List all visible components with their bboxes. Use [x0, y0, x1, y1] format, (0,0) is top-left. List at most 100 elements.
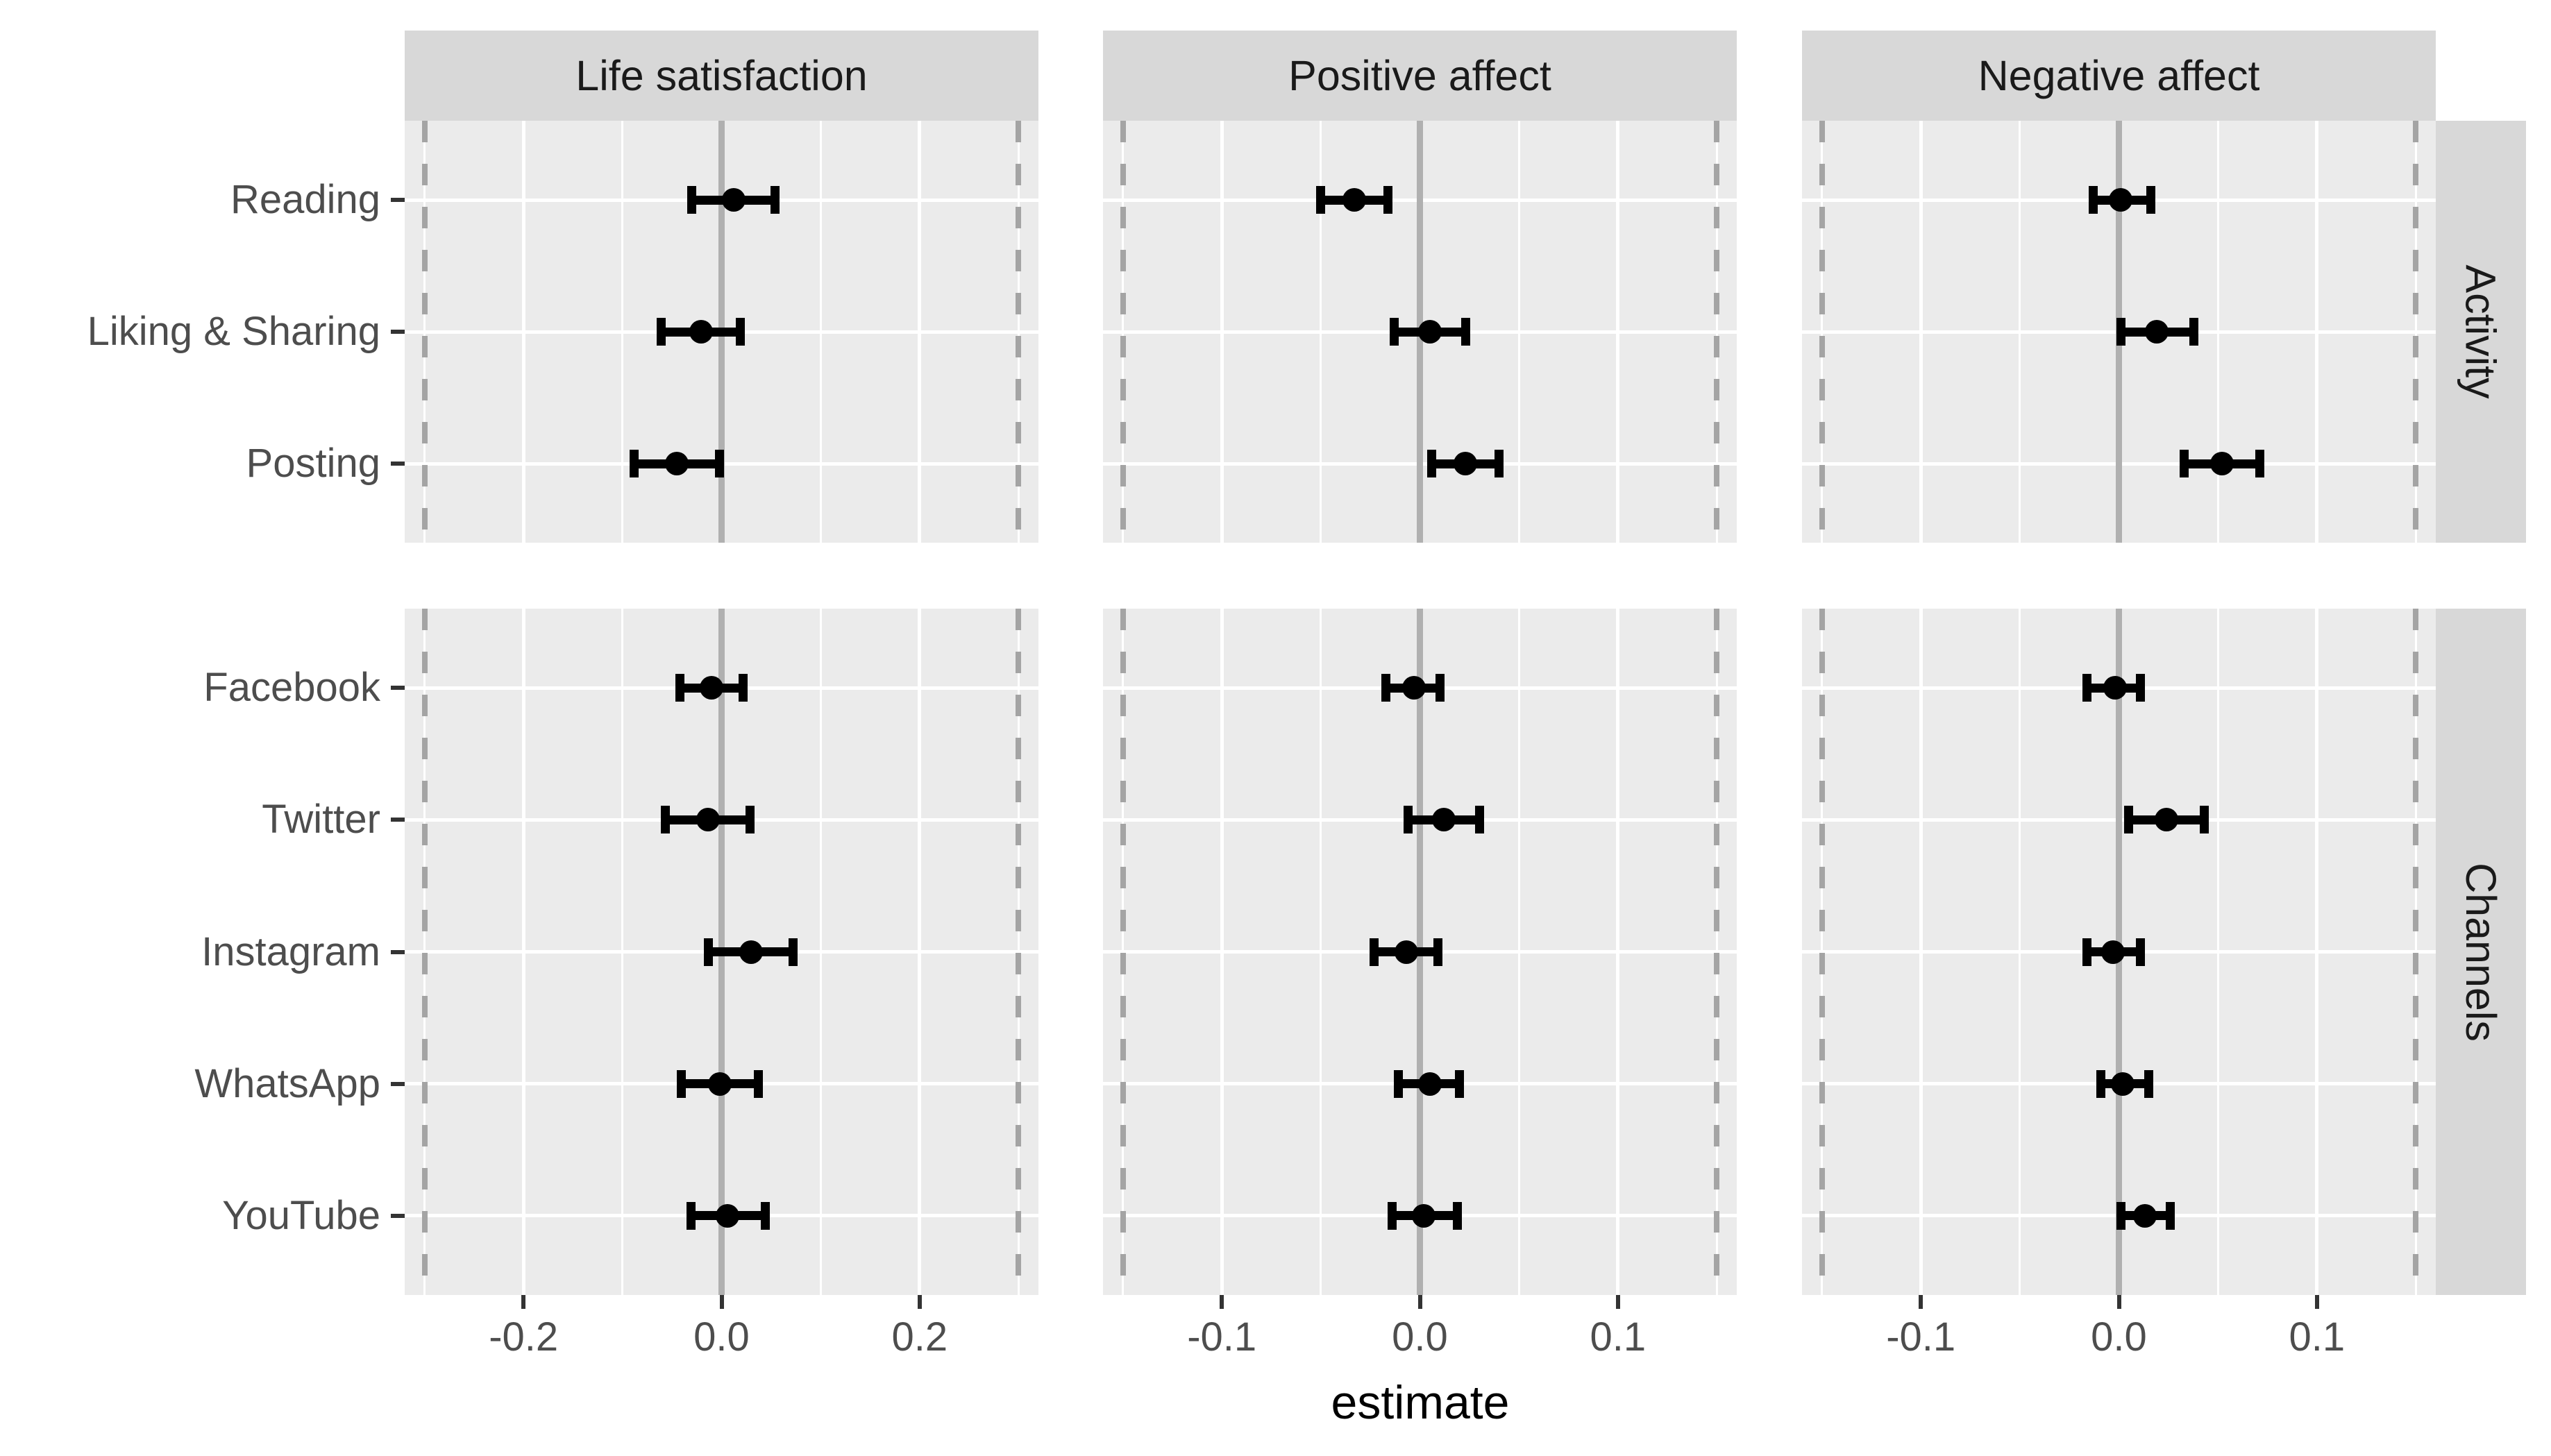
x-tick: [1919, 1295, 1923, 1309]
dashed-ref-line: [1120, 121, 1126, 543]
x-tick: [2116, 1295, 2121, 1309]
error-bar-cap: [771, 186, 780, 214]
facet-strip-top-label: Negative affect: [1978, 52, 2260, 99]
dashed-ref-line: [1819, 609, 1825, 1295]
x-tick-label: -0.1: [1886, 1314, 1956, 1360]
x-tick-label: 0.2: [891, 1314, 948, 1360]
x-axis-title: estimate: [1331, 1376, 1510, 1429]
category-label: Reading: [230, 177, 380, 222]
error-bar-cap: [2199, 806, 2209, 834]
point-marker: [1417, 320, 1442, 344]
error-bar-cap: [788, 938, 798, 966]
x-tick-label: -0.1: [1187, 1314, 1257, 1360]
facet-strip-top: Life satisfaction: [405, 31, 1038, 121]
facet-strip-top: Positive affect: [1103, 31, 1737, 121]
dashed-ref-line: [421, 121, 428, 543]
y-tick: [391, 462, 405, 466]
category-label: Twitter: [262, 797, 380, 843]
error-bar-cap: [2096, 1069, 2106, 1098]
error-bar-cap: [1433, 938, 1442, 966]
facet-strip-top-label: Positive affect: [1288, 52, 1551, 99]
error-bar-cap: [1383, 186, 1393, 214]
point-marker: [2132, 1203, 2157, 1228]
error-bar-cap: [676, 1069, 686, 1098]
error-bar-cap: [2082, 938, 2092, 966]
error-bar-cap: [2180, 450, 2189, 477]
x-tick: [917, 1295, 922, 1309]
category-label: Posting: [246, 441, 380, 486]
error-bar-cap: [1316, 186, 1326, 214]
error-bar-cap: [1388, 1201, 1397, 1230]
error-bar-cap: [2082, 674, 2092, 702]
facet-strip-right-label: Channels: [2457, 862, 2505, 1042]
point-marker: [721, 188, 746, 212]
error-bar-cap: [2255, 450, 2264, 477]
y-tick: [391, 1213, 405, 1218]
error-bar-cap: [2136, 938, 2146, 966]
x-tick-label: 0.1: [1590, 1314, 1647, 1360]
point-marker: [665, 452, 689, 475]
point-marker: [707, 1072, 732, 1096]
x-tick: [521, 1295, 526, 1309]
point-marker: [1412, 1203, 1436, 1228]
point-marker: [2100, 940, 2125, 964]
error-bar-cap: [1381, 674, 1391, 702]
dashed-ref-line: [2413, 609, 2419, 1295]
facet-strip-top-label: Life satisfaction: [575, 52, 868, 99]
dashed-ref-line: [1819, 121, 1825, 543]
x-tick: [1220, 1295, 1224, 1309]
category-label: Liking & Sharing: [87, 309, 380, 354]
point-marker: [689, 320, 713, 344]
point-marker: [696, 808, 720, 832]
y-tick: [391, 198, 405, 202]
error-bar-cap: [1389, 318, 1399, 346]
x-tick: [1417, 1295, 1422, 1309]
category-label: Facebook: [203, 665, 380, 711]
category-label: YouTube: [222, 1192, 380, 1238]
error-bar-cap: [1455, 1069, 1465, 1098]
error-bar-cap: [1495, 450, 1504, 477]
x-tick-label: 0.0: [1392, 1314, 1448, 1360]
point-marker: [2109, 188, 2133, 212]
error-bar-cap: [1427, 450, 1437, 477]
dashed-ref-line: [421, 609, 428, 1295]
error-bar-cap: [2116, 1201, 2125, 1230]
error-bar-cap: [2189, 318, 2199, 346]
x-tick: [2314, 1295, 2319, 1309]
dashed-ref-line: [2413, 121, 2419, 543]
facet-strip-right-label: Activity: [2457, 264, 2504, 399]
error-bar-cap: [1370, 938, 1379, 966]
x-tick: [1615, 1295, 1620, 1309]
error-bar-cap: [656, 318, 666, 346]
point-marker: [1401, 676, 1426, 700]
error-bar-cap: [1435, 674, 1445, 702]
point-marker: [739, 940, 764, 964]
error-bar-cap: [1453, 1201, 1463, 1230]
error-bar-cap: [2166, 1201, 2175, 1230]
y-tick: [391, 686, 405, 691]
error-bar-cap: [687, 186, 697, 214]
y-tick: [391, 1081, 405, 1086]
y-tick: [391, 949, 405, 954]
category-label: WhatsApp: [194, 1060, 380, 1106]
error-bar-cap: [1474, 806, 1484, 834]
error-bar-cap: [753, 1069, 763, 1098]
dashed-ref-line: [1714, 121, 1720, 543]
y-tick: [391, 330, 405, 334]
point-marker: [1454, 452, 1478, 475]
y-tick: [391, 818, 405, 822]
x-tick-label: -0.2: [489, 1314, 559, 1360]
error-bar-cap: [1393, 1069, 1403, 1098]
error-bar-cap: [2136, 674, 2146, 702]
point-marker: [1342, 188, 1367, 212]
x-tick-label: 0.0: [693, 1314, 750, 1360]
point-marker: [1431, 808, 1456, 832]
point-marker: [700, 676, 724, 700]
point-marker: [2111, 1072, 2135, 1096]
error-bar-cap: [1460, 318, 1470, 346]
dashed-ref-line: [1120, 609, 1126, 1295]
point-marker: [1417, 1072, 1442, 1096]
facet-strip-right: Channels: [2436, 609, 2526, 1295]
x-tick-label: 0.1: [2289, 1314, 2346, 1360]
